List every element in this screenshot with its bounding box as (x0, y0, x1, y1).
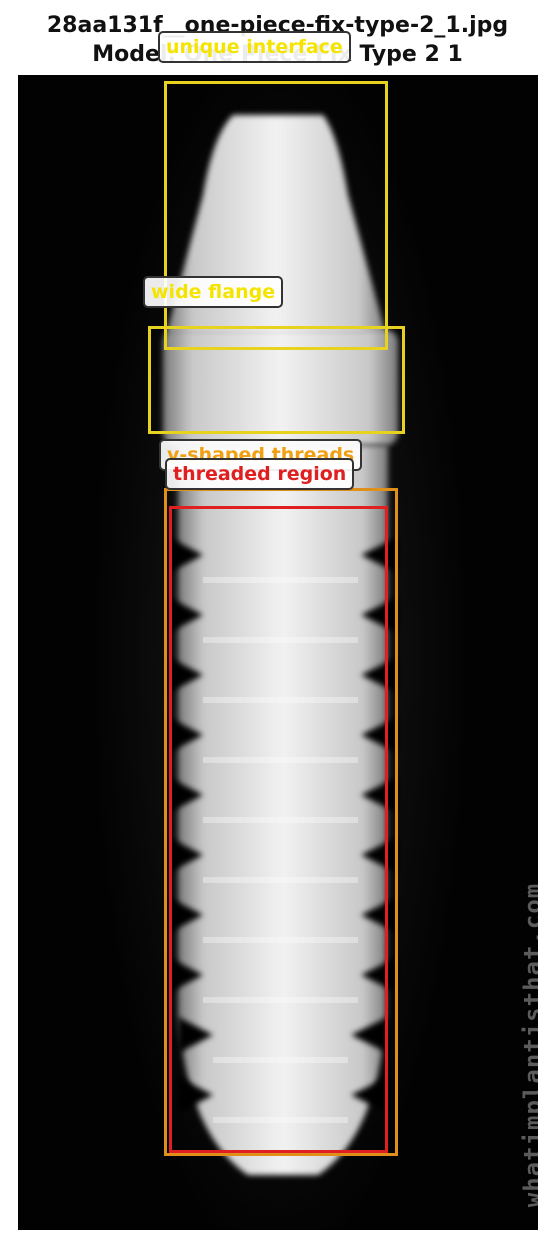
thread-notch-left (168, 537, 203, 573)
thread-highlight (203, 937, 358, 943)
thread-notch-left (168, 597, 203, 633)
thread-notch-right (361, 897, 398, 933)
thread-highlight (213, 1057, 348, 1063)
unique-interface-box (164, 81, 388, 350)
thread-notch-left (168, 837, 203, 873)
thread-notch-right (361, 777, 398, 813)
thread-notch-left (168, 657, 203, 693)
thread-notch-left (168, 777, 203, 813)
implant-threads (168, 537, 398, 1113)
threaded-region-box (169, 506, 388, 1153)
thread-notch-left (178, 1077, 213, 1113)
thread-highlight (203, 577, 358, 583)
thread-notch-right (351, 1077, 388, 1113)
thread-notch-left (168, 717, 203, 753)
thread-notch-right (361, 597, 398, 633)
thread-highlight (203, 697, 358, 703)
wide-flange-label: wide flange (143, 276, 284, 308)
thread-notch-right (361, 657, 398, 693)
thread-highlight (203, 637, 358, 643)
threaded-region-label: threaded region (165, 458, 355, 490)
thread-notch-right (361, 837, 398, 873)
thread-highlight (203, 817, 358, 823)
unique-interface-label: unique interface (158, 31, 351, 63)
implant-flange (163, 330, 398, 445)
thread-highlight (203, 877, 358, 883)
wide-flange-box (148, 326, 405, 434)
thread-notch-right (351, 1017, 388, 1053)
thread-highlight (203, 757, 358, 763)
thread-notch-left (168, 897, 203, 933)
thread-notch-right (361, 717, 398, 753)
xray-image: whatimplantisthat.com (18, 75, 538, 1230)
thread-highlight (213, 1117, 348, 1123)
thread-notch-right (361, 957, 398, 993)
thread-notch-left (178, 1017, 213, 1053)
implant-xray-graphic (18, 75, 538, 1230)
watermark-text: whatimplantisthat.com (519, 882, 538, 1208)
thread-notch-left (168, 957, 203, 993)
thread-highlight (203, 997, 358, 1003)
thread-notch-right (361, 537, 398, 573)
implant-body (178, 445, 388, 1175)
